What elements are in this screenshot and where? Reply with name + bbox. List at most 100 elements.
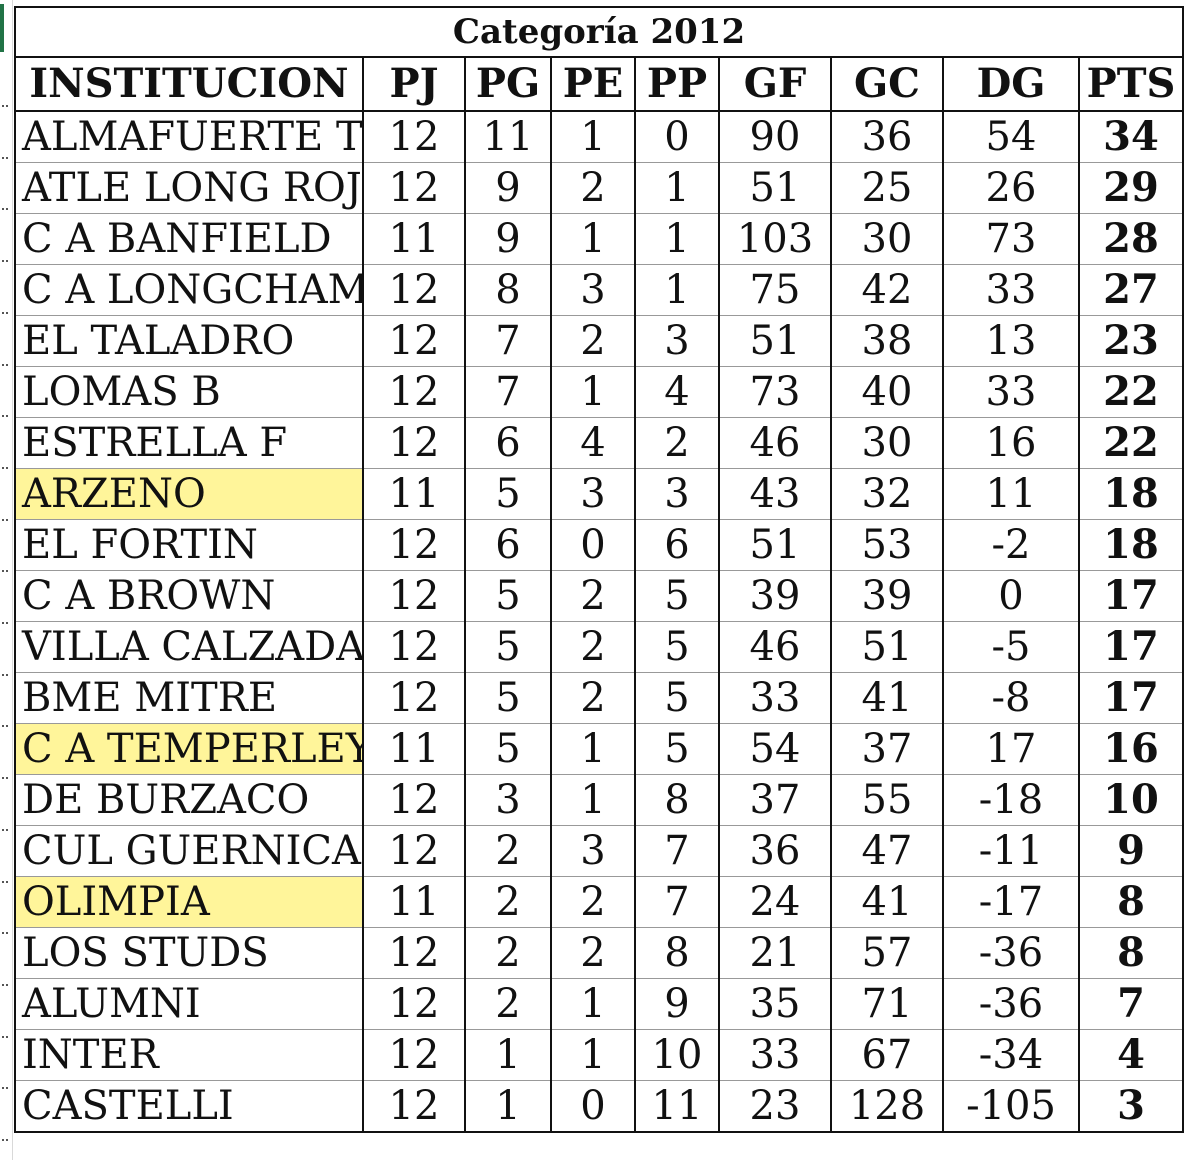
pp-cell[interactable]: 6	[634, 519, 720, 571]
pe-cell[interactable]: 2	[550, 621, 636, 673]
pg-cell[interactable]: 7	[464, 315, 552, 367]
pe-cell[interactable]: 4	[550, 417, 636, 469]
pg-cell[interactable]: 2	[464, 876, 552, 928]
pg-cell[interactable]: 5	[464, 570, 552, 622]
pj-cell[interactable]: 12	[362, 1080, 466, 1133]
header-pts[interactable]: PTS	[1077, 56, 1185, 112]
team-name-cell[interactable]: ALUMNI	[14, 978, 364, 1030]
pts-cell[interactable]: 23	[1077, 315, 1185, 367]
gf-cell[interactable]: 33	[718, 672, 832, 724]
gc-cell[interactable]: 51	[830, 621, 944, 673]
team-name-cell[interactable]: ALMAFUERTE T	[14, 110, 364, 163]
gc-cell[interactable]: 41	[830, 672, 944, 724]
team-name-cell[interactable]: DE BURZACO	[14, 774, 364, 826]
pj-cell[interactable]: 12	[362, 570, 466, 622]
pj-cell[interactable]: 12	[362, 110, 466, 163]
gc-cell[interactable]: 32	[830, 468, 944, 520]
pj-cell[interactable]: 11	[362, 876, 466, 928]
pts-cell[interactable]: 17	[1077, 672, 1185, 724]
pe-cell[interactable]: 1	[550, 723, 636, 775]
gc-cell[interactable]: 71	[830, 978, 944, 1030]
dg-cell[interactable]: 16	[942, 417, 1080, 469]
pj-cell[interactable]: 11	[362, 723, 466, 775]
pts-cell[interactable]: 8	[1077, 927, 1185, 979]
gc-cell[interactable]: 30	[830, 213, 944, 265]
pj-cell[interactable]: 12	[362, 774, 466, 826]
pg-cell[interactable]: 9	[464, 213, 552, 265]
gc-cell[interactable]: 25	[830, 162, 944, 214]
gf-cell[interactable]: 23	[718, 1080, 832, 1133]
pe-cell[interactable]: 1	[550, 978, 636, 1030]
gf-cell[interactable]: 21	[718, 927, 832, 979]
team-name-cell[interactable]: C A BROWN	[14, 570, 364, 622]
pp-cell[interactable]: 5	[634, 672, 720, 724]
pts-cell[interactable]: 17	[1077, 570, 1185, 622]
dg-cell[interactable]: -8	[942, 672, 1080, 724]
dg-cell[interactable]: 17	[942, 723, 1080, 775]
gf-cell[interactable]: 36	[718, 825, 832, 877]
pe-cell[interactable]: 1	[550, 213, 636, 265]
dg-cell[interactable]: 26	[942, 162, 1080, 214]
header-institucion[interactable]: INSTITUCION	[14, 56, 364, 112]
gc-cell[interactable]: 42	[830, 264, 944, 316]
pg-cell[interactable]: 6	[464, 519, 552, 571]
pg-cell[interactable]: 5	[464, 723, 552, 775]
dg-cell[interactable]: 33	[942, 264, 1080, 316]
gf-cell[interactable]: 73	[718, 366, 832, 418]
header-gf[interactable]: GF	[718, 56, 832, 112]
team-name-cell[interactable]: ATLE LONG ROJO	[14, 162, 364, 214]
dg-cell[interactable]: -18	[942, 774, 1080, 826]
pg-cell[interactable]: 1	[464, 1080, 552, 1133]
team-name-cell[interactable]: BME MITRE	[14, 672, 364, 724]
pg-cell[interactable]: 11	[464, 110, 552, 163]
pe-cell[interactable]: 1	[550, 110, 636, 163]
pe-cell[interactable]: 2	[550, 162, 636, 214]
team-name-cell[interactable]: EL FORTIN	[14, 519, 364, 571]
gf-cell[interactable]: 103	[718, 213, 832, 265]
pg-cell[interactable]: 5	[464, 672, 552, 724]
pp-cell[interactable]: 1	[634, 162, 720, 214]
team-name-cell[interactable]: C A BANFIELD	[14, 213, 364, 265]
pe-cell[interactable]: 3	[550, 825, 636, 877]
pts-cell[interactable]: 7	[1077, 978, 1185, 1030]
header-pe[interactable]: PE	[550, 56, 636, 112]
gc-cell[interactable]: 55	[830, 774, 944, 826]
pts-cell[interactable]: 18	[1077, 468, 1185, 520]
pj-cell[interactable]: 12	[362, 417, 466, 469]
pts-cell[interactable]: 18	[1077, 519, 1185, 571]
pj-cell[interactable]: 12	[362, 264, 466, 316]
gc-cell[interactable]: 47	[830, 825, 944, 877]
pe-cell[interactable]: 2	[550, 876, 636, 928]
pp-cell[interactable]: 8	[634, 774, 720, 826]
dg-cell[interactable]: 13	[942, 315, 1080, 367]
pp-cell[interactable]: 8	[634, 927, 720, 979]
pj-cell[interactable]: 12	[362, 672, 466, 724]
pp-cell[interactable]: 1	[634, 213, 720, 265]
team-name-cell[interactable]: C A LONGCHAMPS	[14, 264, 364, 316]
dg-cell[interactable]: -17	[942, 876, 1080, 928]
pts-cell[interactable]: 8	[1077, 876, 1185, 928]
dg-cell[interactable]: -36	[942, 927, 1080, 979]
pts-cell[interactable]: 3	[1077, 1080, 1185, 1133]
dg-cell[interactable]: 11	[942, 468, 1080, 520]
pe-cell[interactable]: 1	[550, 366, 636, 418]
pj-cell[interactable]: 12	[362, 927, 466, 979]
pts-cell[interactable]: 4	[1077, 1029, 1185, 1081]
gc-cell[interactable]: 53	[830, 519, 944, 571]
pg-cell[interactable]: 8	[464, 264, 552, 316]
gf-cell[interactable]: 43	[718, 468, 832, 520]
pe-cell[interactable]: 0	[550, 519, 636, 571]
gf-cell[interactable]: 24	[718, 876, 832, 928]
gf-cell[interactable]: 51	[718, 315, 832, 367]
pe-cell[interactable]: 2	[550, 315, 636, 367]
pts-cell[interactable]: 10	[1077, 774, 1185, 826]
gf-cell[interactable]: 75	[718, 264, 832, 316]
team-name-cell[interactable]: CASTELLI	[14, 1080, 364, 1133]
gc-cell[interactable]: 37	[830, 723, 944, 775]
pts-cell[interactable]: 22	[1077, 417, 1185, 469]
pj-cell[interactable]: 12	[362, 1029, 466, 1081]
pj-cell[interactable]: 12	[362, 519, 466, 571]
pts-cell[interactable]: 28	[1077, 213, 1185, 265]
pj-cell[interactable]: 12	[362, 162, 466, 214]
pj-cell[interactable]: 12	[362, 315, 466, 367]
